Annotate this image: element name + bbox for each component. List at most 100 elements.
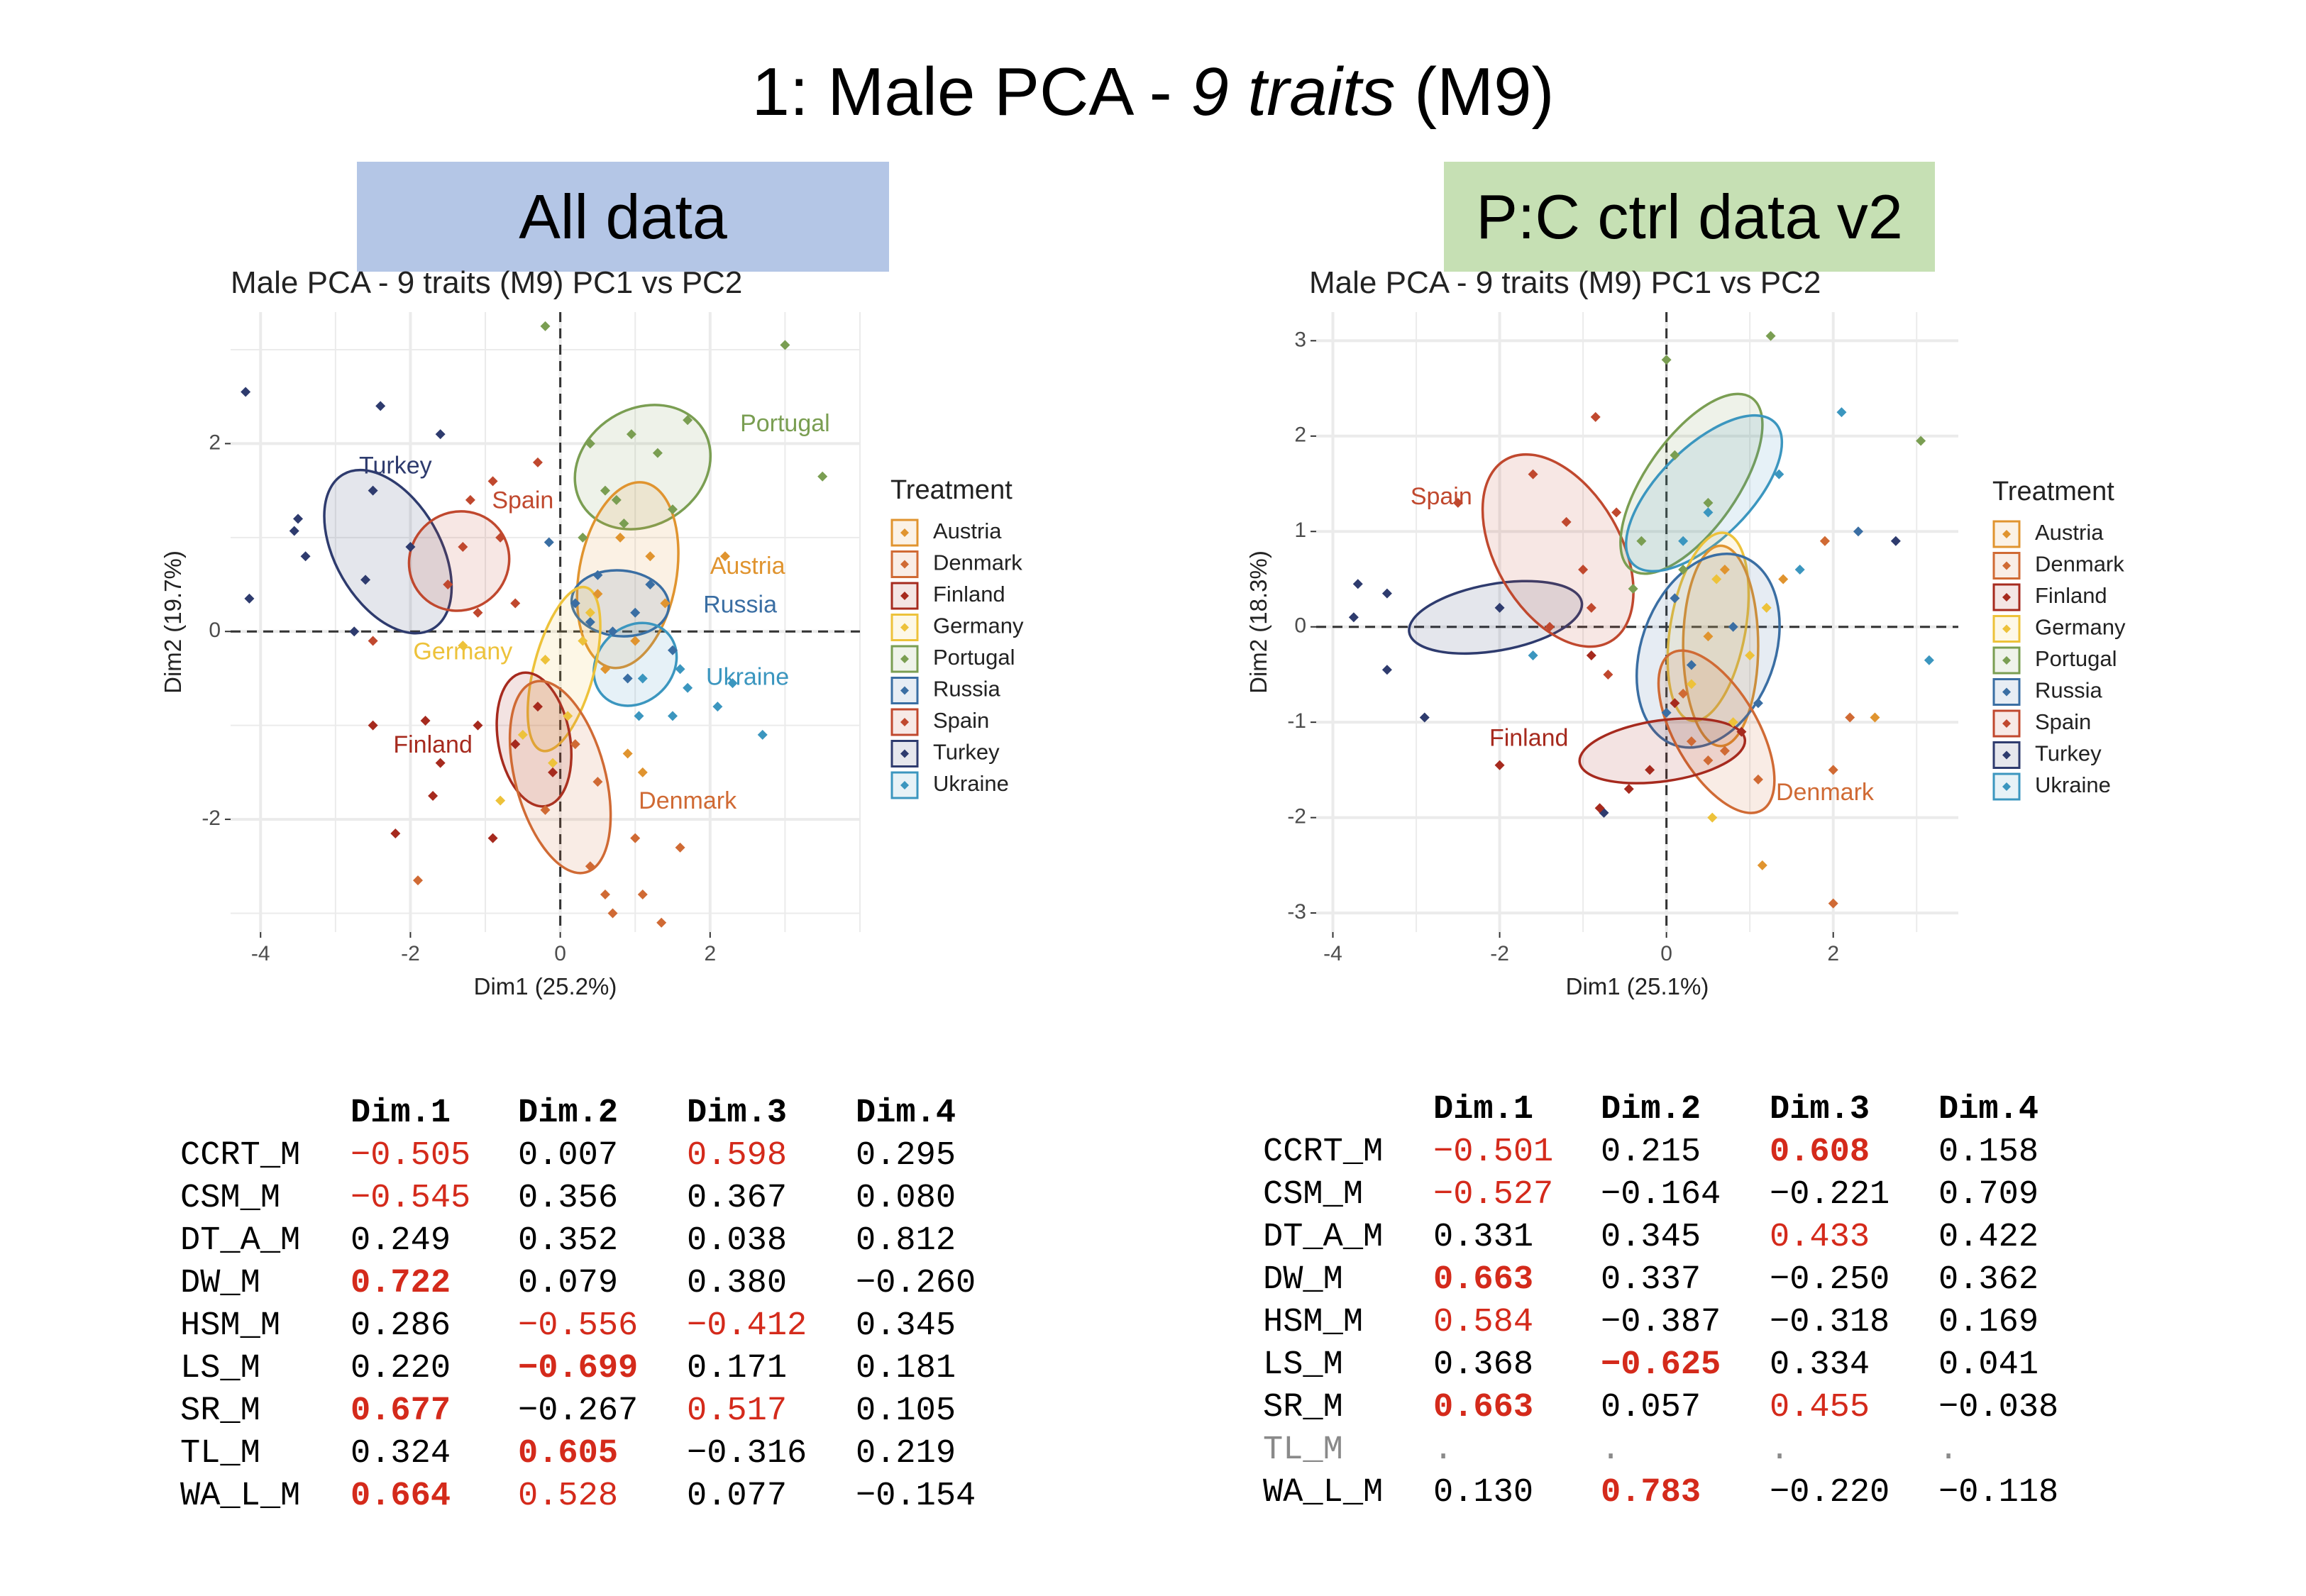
- data-point-denmark: [637, 890, 648, 900]
- loading-value: 0.337: [1601, 1261, 1701, 1299]
- data-point-austria: [1870, 712, 1880, 723]
- data-point-ukraine: [757, 729, 768, 740]
- legend-marker-spain: [900, 718, 909, 726]
- legend-marker-turkey: [900, 749, 909, 758]
- data-point-ukraine: [1678, 536, 1689, 546]
- x-tick-label: 2: [1827, 942, 1839, 965]
- legend-marker-ukraine: [2002, 782, 2011, 791]
- loading-value: 0.041: [1938, 1346, 2039, 1384]
- data-point-spain: [473, 607, 483, 618]
- data-point-turkey: [289, 526, 299, 536]
- confidence-ellipse-germany: [526, 585, 602, 753]
- data-point-germany: [540, 654, 551, 665]
- loading-value: 0.331: [1433, 1219, 1534, 1256]
- y-tick-label: 2: [209, 431, 221, 454]
- data-point-russia: [1728, 621, 1738, 632]
- slide-title-suffix: (M9): [1395, 54, 1555, 130]
- legend-label-finland: Finland: [933, 582, 1005, 606]
- data-point-finland: [428, 790, 438, 801]
- group-label-germany: Germany: [413, 638, 512, 665]
- loading-value: 0.356: [518, 1180, 619, 1217]
- confidence-ellipse-portugal: [1619, 392, 1764, 575]
- legend-marker-turkey: [2002, 750, 2011, 760]
- legend-label-ukraine: Ukraine: [933, 771, 1009, 796]
- data-point-denmark: [585, 861, 595, 872]
- data-point-ukraine: [1703, 507, 1714, 518]
- data-point-germany: [585, 607, 595, 618]
- trait-name: TL_M: [180, 1435, 260, 1473]
- x-tick-label: 2: [704, 942, 716, 965]
- legend-label-finland: Finland: [2035, 583, 2107, 608]
- data-point-turkey: [241, 387, 251, 397]
- data-point-russia: [592, 570, 603, 580]
- confidence-ellipse-austria: [1682, 544, 1760, 748]
- confidence-ellipse-denmark: [508, 680, 612, 875]
- legend-key-ukraine: [890, 771, 919, 799]
- data-point-finland: [487, 833, 498, 843]
- loading-value: 0.812: [856, 1222, 956, 1260]
- data-point-portugal: [1661, 355, 1672, 365]
- loading-value: −0.501: [1433, 1134, 1554, 1171]
- data-point-portugal: [683, 415, 693, 426]
- loading-value: 0.352: [518, 1222, 619, 1260]
- data-point-denmark: [1678, 688, 1689, 699]
- legend-marker-portugal: [2002, 656, 2011, 665]
- data-point-portugal: [585, 438, 595, 449]
- column-header: Dim.4: [1938, 1091, 2039, 1129]
- data-point-ukraine: [1836, 407, 1847, 418]
- data-point-ukraine: [668, 711, 678, 721]
- data-point-germany: [563, 711, 573, 721]
- loading-value: 0.422: [1938, 1219, 2039, 1256]
- legend-label-denmark: Denmark: [2035, 552, 2124, 577]
- loading-value: 0.169: [1938, 1304, 2039, 1341]
- loading-value: 0.345: [1601, 1219, 1701, 1256]
- data-point-denmark: [412, 875, 423, 886]
- data-point-spain: [495, 532, 506, 543]
- data-point-austria: [1757, 860, 1767, 870]
- y-tick-label: -3: [1287, 900, 1306, 924]
- data-point-denmark: [1719, 746, 1730, 756]
- loading-value: 0.220: [351, 1350, 451, 1387]
- loading-value: 0.362: [1938, 1261, 2039, 1299]
- group-label-spain: Spain: [1411, 483, 1472, 510]
- trait-name: CCRT_M: [1263, 1134, 1384, 1171]
- y-axis-label: Dim2 (18.3%): [1245, 550, 1271, 694]
- confidence-ellipse-finland: [1578, 717, 1747, 785]
- loading-value: 0.663: [1433, 1389, 1534, 1426]
- loading-value: 0.722: [351, 1265, 451, 1302]
- loading-value: 0.295: [856, 1137, 956, 1175]
- loading-value: 0.709: [1938, 1176, 2039, 1214]
- data-point-russia: [607, 626, 618, 637]
- data-point-turkey: [244, 593, 255, 604]
- data-point-spain: [487, 476, 498, 487]
- y-tick-label: 0: [209, 619, 221, 642]
- data-point-turkey: [1381, 665, 1392, 675]
- data-point-austria: [615, 532, 626, 543]
- column-header: Dim.4: [856, 1095, 956, 1132]
- data-point-ukraine: [1924, 655, 1934, 665]
- legend-title: Treatment: [890, 475, 1013, 505]
- legend-label-turkey: Turkey: [933, 740, 1000, 765]
- loading-value: −0.545: [351, 1180, 471, 1217]
- x-tick-label: 0: [1660, 942, 1672, 965]
- confidence-ellipse-denmark: [1657, 649, 1776, 814]
- data-point-portugal: [652, 448, 663, 458]
- data-point-austria: [622, 748, 633, 759]
- loading-value: 0.171: [687, 1350, 788, 1387]
- data-point-austria: [645, 551, 656, 562]
- trait-name: TL_M: [1263, 1431, 1343, 1469]
- data-point-austria: [1778, 574, 1789, 584]
- data-point-finland: [510, 739, 521, 750]
- y-tick-label: 1: [1294, 519, 1306, 542]
- legend-label-spain: Spain: [933, 708, 989, 733]
- legend-label-germany: Germany: [933, 614, 1024, 638]
- loading-value: −0.556: [518, 1307, 639, 1345]
- data-point-spain: [443, 580, 453, 590]
- data-point-turkey: [1890, 536, 1901, 546]
- data-point-germany: [1728, 717, 1738, 728]
- loading-value: .: [1938, 1431, 1959, 1469]
- data-point-russia: [570, 598, 580, 609]
- trait-name: SR_M: [1263, 1389, 1343, 1426]
- data-point-turkey: [1352, 579, 1363, 589]
- legend: Treatment Austria Denmark Finland Germany Por…: [1992, 477, 2126, 801]
